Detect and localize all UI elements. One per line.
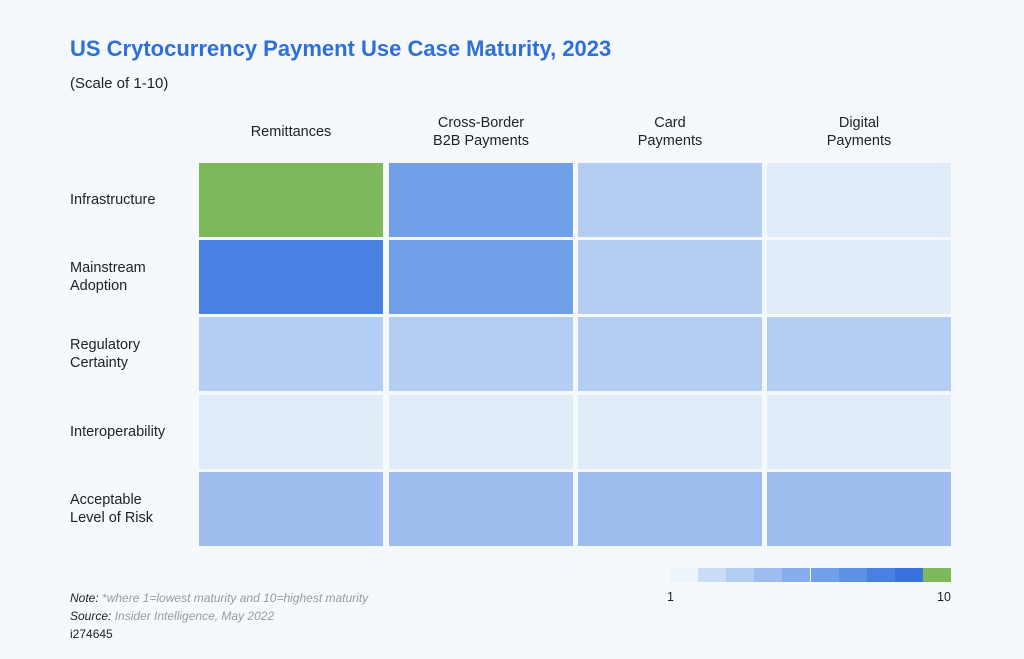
source: Source: Insider Intelligence, May 2022 [70, 609, 274, 623]
heatmap-cell [767, 240, 951, 314]
heatmap-cell [767, 472, 951, 546]
column-header: Remittances [250, 124, 332, 140]
heatmap-cell [578, 395, 762, 469]
heatmap-cell [578, 240, 762, 314]
legend-swatch [866, 568, 895, 582]
heatmap-cell [389, 240, 573, 314]
heatmap-cell [389, 472, 573, 546]
row-header: Acceptable Level of Risk [70, 492, 154, 526]
legend-swatch [810, 568, 839, 582]
legend-swatch [838, 568, 867, 582]
heatmap-cell [199, 317, 383, 391]
column-header: Card Payments [637, 115, 703, 149]
row-header: Infrastructure [70, 192, 156, 208]
row-header: Regulatory Certainty [70, 337, 141, 371]
legend-min-label: 1 [667, 590, 674, 604]
source-label: Source: [70, 609, 112, 623]
heatmap-cell [389, 163, 573, 237]
legend-swatch [782, 568, 811, 582]
heatmap-cell [199, 163, 383, 237]
note: Note: *where 1=lowest maturity and 10=hi… [70, 591, 368, 605]
heatmap-cell [767, 163, 951, 237]
legend-swatch [922, 568, 951, 582]
column-header: Digital Payments [826, 115, 892, 149]
legend-swatch [754, 568, 783, 582]
heatmap-cell [199, 395, 383, 469]
heatmap-cell [767, 395, 951, 469]
legend-swatch [698, 568, 727, 582]
legend-max-label: 10 [937, 590, 951, 604]
legend-swatch [894, 568, 923, 582]
heatmap-cell [578, 472, 762, 546]
row-header: Interoperability [70, 424, 166, 440]
heatmap-cell [389, 395, 573, 469]
chart-title: US Crytocurrency Payment Use Case Maturi… [70, 36, 612, 61]
legend-swatch [670, 568, 698, 582]
chart-id: i274645 [70, 627, 113, 641]
heatmap-cell [767, 317, 951, 391]
heatmap-cell [578, 163, 762, 237]
legend-swatch [726, 568, 755, 582]
heatmap-cell [389, 317, 573, 391]
note-label: Note: [70, 591, 99, 605]
note-text: *where 1=lowest maturity and 10=highest … [98, 591, 369, 605]
heatmap-cell [578, 317, 762, 391]
source-text: Insider Intelligence, May 2022 [111, 609, 275, 623]
heatmap-cell [199, 472, 383, 546]
row-header: Mainstream Adoption [70, 260, 146, 294]
chart-subtitle: (Scale of 1-10) [70, 75, 169, 92]
heatmap-cell [199, 240, 383, 314]
column-header: Cross-Border B2B Payments [433, 115, 529, 149]
